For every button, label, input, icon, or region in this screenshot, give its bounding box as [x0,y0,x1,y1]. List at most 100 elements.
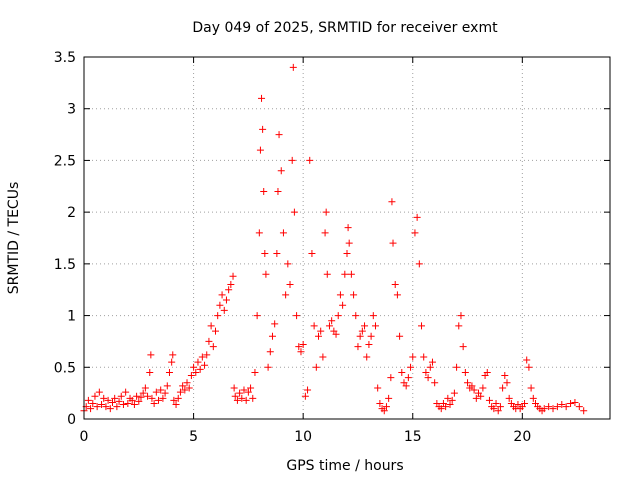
data-point [503,379,511,387]
y-tick-label: 2.5 [54,153,76,169]
data-point [181,386,189,394]
data-point [477,392,485,400]
data-point [256,146,264,154]
data-point [282,291,290,299]
data-point [352,312,360,320]
data-point [139,389,147,397]
data-point [203,351,211,359]
data-point [289,63,297,71]
plot-frame [83,56,611,420]
data-point [271,320,279,328]
data-point [310,322,318,330]
data-point [525,363,533,371]
data-point [170,396,178,404]
data-point [365,341,373,349]
data-point [146,368,154,376]
data-point [98,401,106,409]
data-point [446,401,454,409]
data-point [157,386,165,394]
data-point [207,322,215,330]
x-tick-label: 10 [294,429,312,445]
data-point [317,327,325,335]
data-point [216,301,224,309]
data-point [575,403,583,411]
data-point [288,156,296,164]
chart-title: Day 049 of 2025, SRMTID for receiver exm… [192,20,498,36]
data-point [387,374,395,382]
data-point [428,358,436,366]
data-point [358,327,366,335]
y-tick-label: 1.5 [54,257,76,273]
data-point [347,270,355,278]
data-point [332,330,340,338]
data-point [144,392,152,400]
data-point [468,382,476,390]
data-point [100,394,108,402]
data-point [242,396,250,404]
data-point [367,332,375,340]
data-point [580,407,588,415]
data-point [128,396,136,404]
data-point [161,389,169,397]
data-point [485,396,493,404]
data-point [277,167,285,175]
data-point [567,399,575,407]
data-point [376,399,384,407]
data-point [472,394,480,402]
data-point [264,363,272,371]
data-point [385,394,393,402]
data-point [356,332,364,340]
data-point [306,156,314,164]
data-point [196,365,204,373]
x-tick-label: 15 [404,429,422,445]
y-axis-label: SRMTID / TECUs [6,182,22,295]
data-point [374,384,382,392]
data-point [523,356,531,364]
data-point [545,403,553,411]
data-point [212,327,219,335]
x-axis-label: GPS time / hours [286,458,403,474]
data-point [87,405,95,413]
data-point [91,392,99,400]
data-point [192,368,200,376]
data-point [479,384,487,392]
data-point [422,368,430,376]
data-point [266,348,274,356]
data-point [540,405,548,413]
data-point [194,358,202,366]
data-point [253,312,261,320]
data-point [290,208,298,216]
data-point [424,374,432,382]
data-point [251,368,259,376]
data-point [169,351,177,359]
data-point [426,363,434,371]
data-point [396,332,404,340]
data-point [549,405,557,413]
data-point [231,392,239,400]
data-point [117,392,125,400]
data-point [185,384,193,392]
data-point [284,260,292,268]
data-point [323,270,331,278]
data-point [159,394,167,402]
data-point [163,382,171,390]
data-point [230,384,238,392]
data-point [209,343,217,351]
data-point [214,312,222,320]
y-tick-label: 2 [67,205,76,221]
data-point [218,291,226,299]
data-point [201,361,209,369]
data-point [527,384,535,392]
data-point [521,399,529,407]
data-point [225,286,233,294]
data-point [261,250,269,258]
data-point [229,272,237,280]
data-point [297,348,305,356]
data-point [190,363,198,371]
data-point [339,301,347,309]
data-point [179,382,187,390]
data-point [354,343,362,351]
data-point [553,403,561,411]
x-tick-label: 20 [513,429,531,445]
